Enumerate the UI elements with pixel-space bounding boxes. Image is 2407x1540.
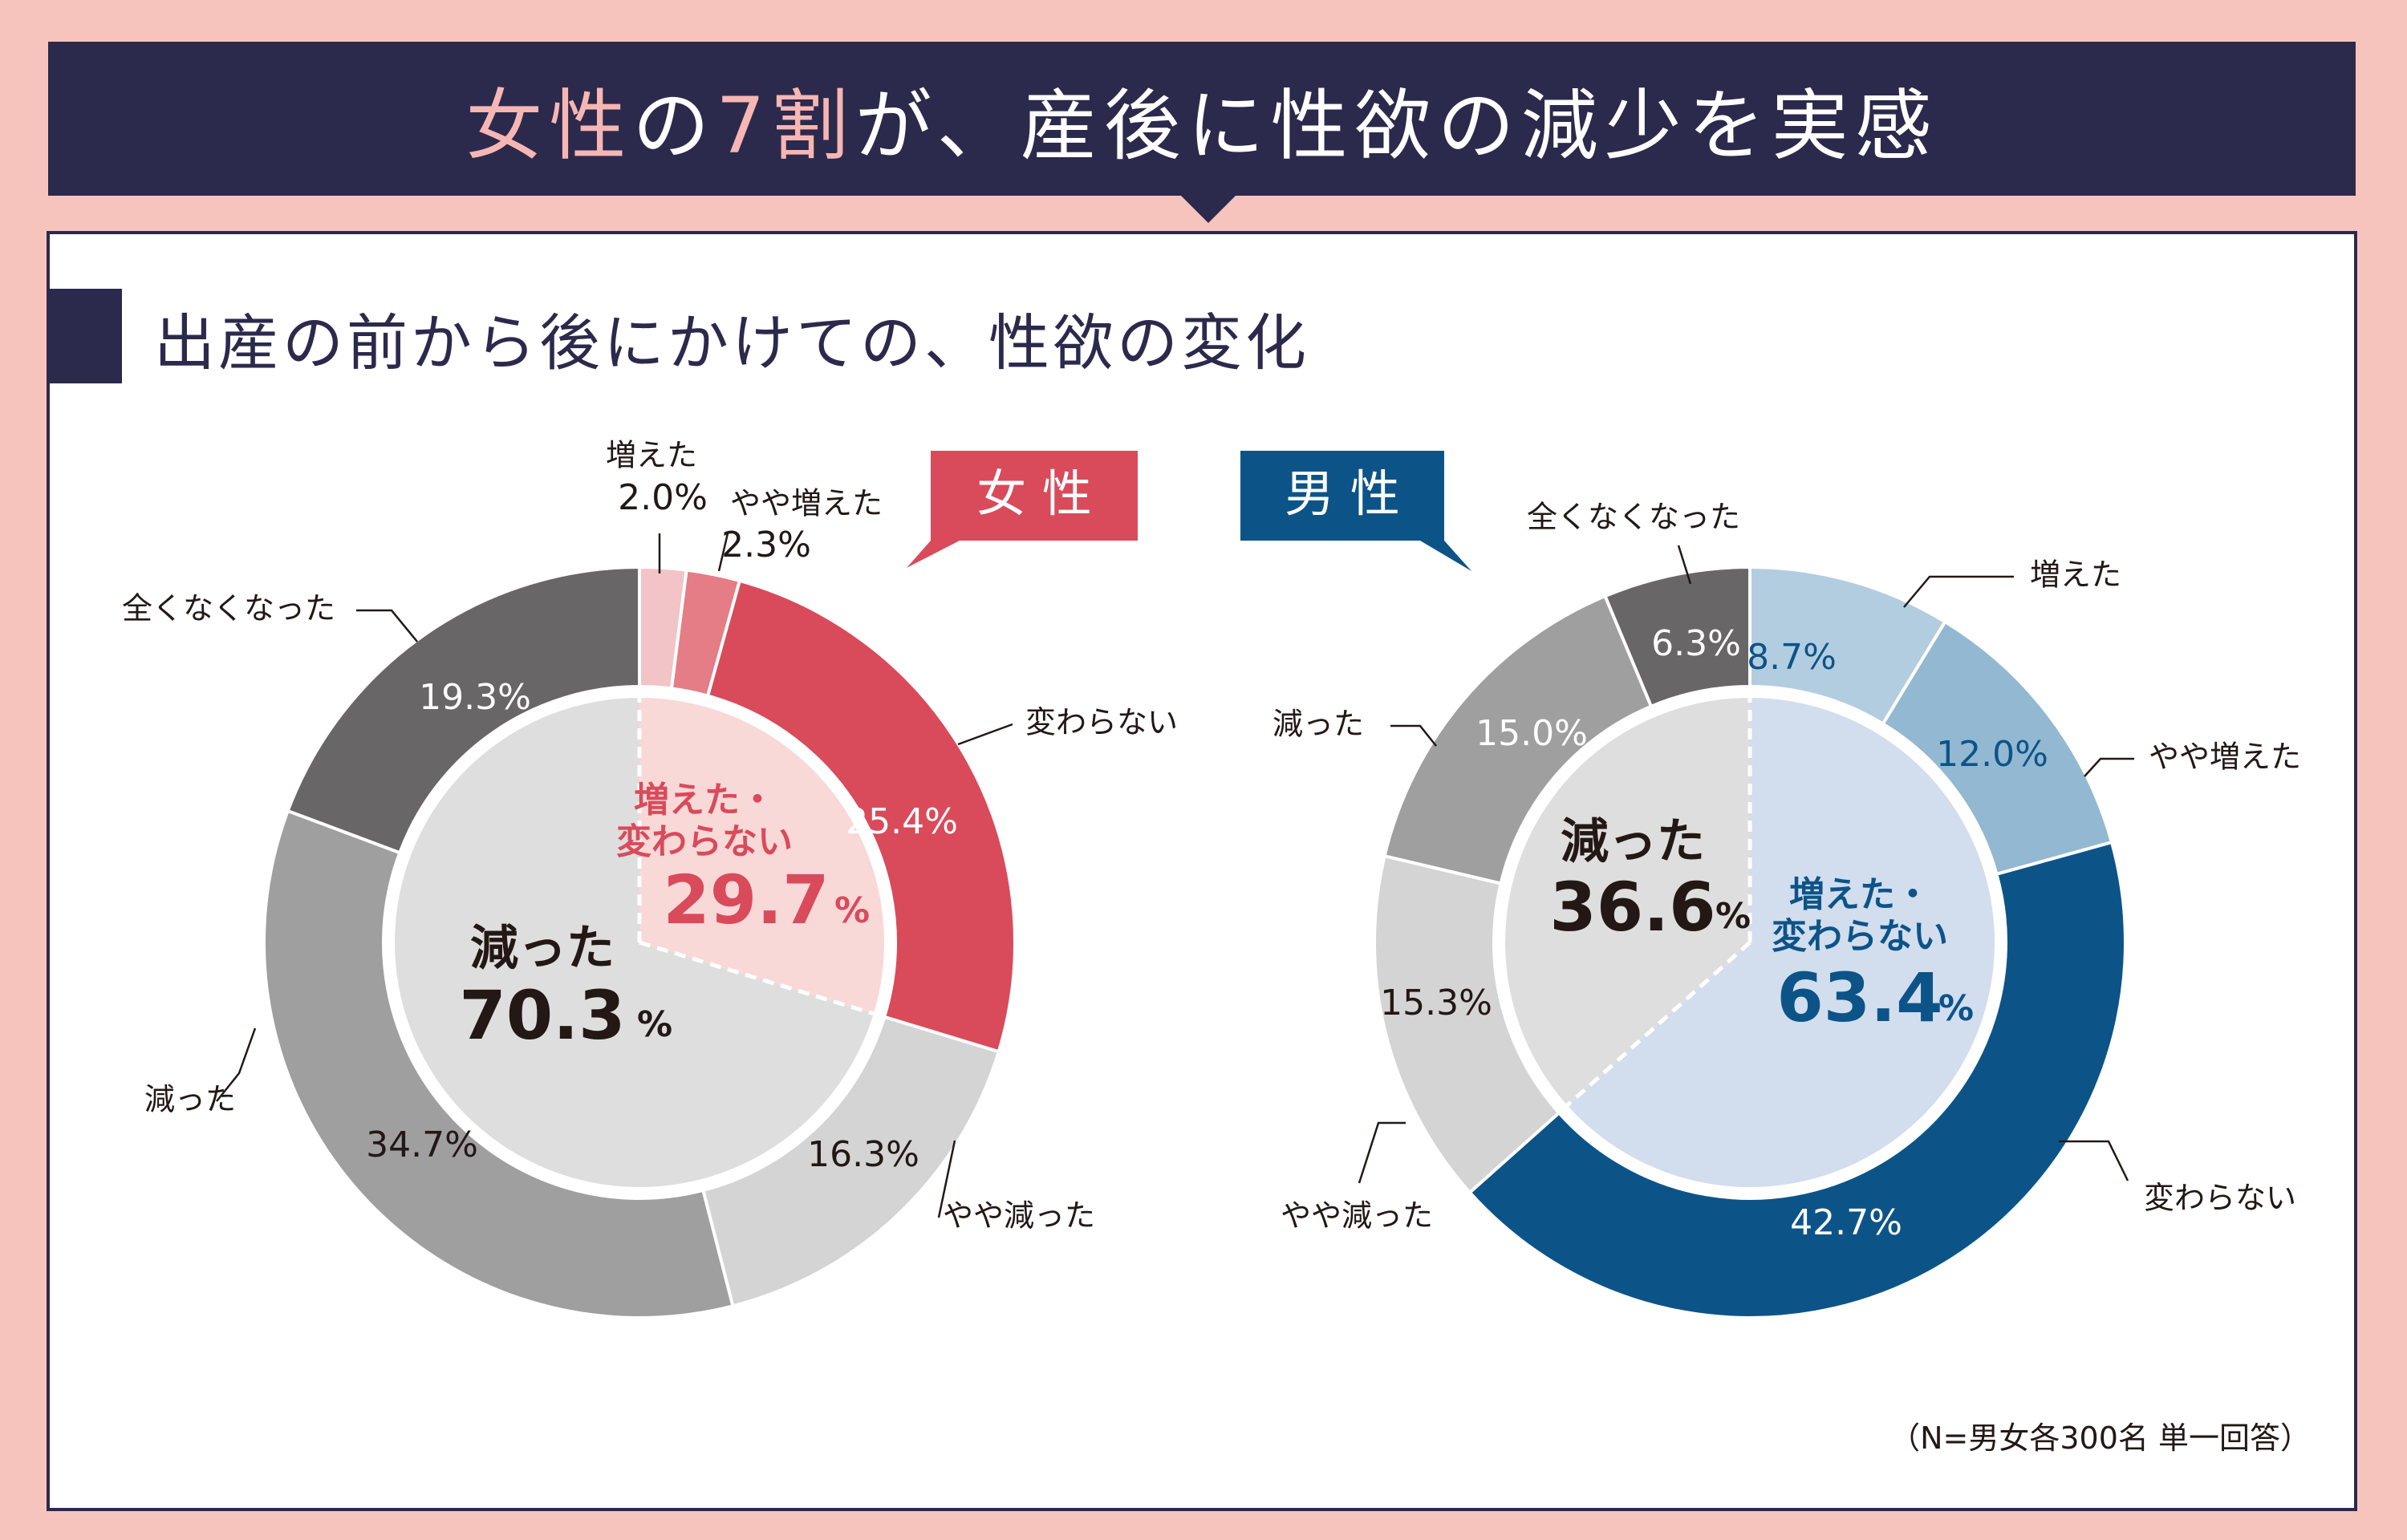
title-banner: 女性の 7割 が、産後に性欲の減少を実感 <box>48 42 2356 196</box>
slice-category-label: やや増えた <box>730 486 883 521</box>
slice-category-label: 変わらない <box>2144 1181 2296 1216</box>
title-seventy-percent: 7割 <box>716 80 855 171</box>
slice-category-label: 減った <box>1273 707 1364 742</box>
inner-group-percent: % <box>637 1004 672 1045</box>
leader-line <box>2084 757 2134 777</box>
inner-group-value: 70.3 <box>459 976 625 1055</box>
inner-group-percent: % <box>834 890 870 931</box>
slice-category-label: 増えた <box>2030 557 2121 593</box>
gender-badge-tail <box>907 541 960 568</box>
slice-value-label: 15.3% <box>1380 983 1492 1023</box>
leader-line <box>1677 545 1692 585</box>
slice-category-label: やや減った <box>943 1198 1095 1234</box>
leader-line <box>1390 724 1437 747</box>
slice-category-label: やや増えた <box>2149 740 2301 775</box>
leader-line <box>717 533 729 572</box>
inner-pie-slice <box>394 698 874 1187</box>
page-title: 女性の 7割 が、産後に性欲の減少を実感 <box>48 42 2356 196</box>
leader-line <box>2059 1140 2129 1181</box>
inner-group-label: 増えた・ <box>1789 874 1930 915</box>
inner-group-label: 減った <box>1561 814 1705 870</box>
gender-badge <box>1240 451 1444 541</box>
slice-category-label: 全くなくなった <box>1527 500 1740 535</box>
title-women: 女性 <box>465 80 633 171</box>
gender-badge <box>931 451 1138 541</box>
inner-group-label: 変わらない <box>616 821 793 862</box>
slice-value-label: 2.0% <box>618 477 708 518</box>
leader-line <box>216 1027 257 1102</box>
leader-line <box>957 723 1013 746</box>
subtitle-marker <box>50 289 122 383</box>
men-donut-chart: 8.7% 12.0% 42.7% 15.3% 15.0% 6.3% 増えたやや増えた変わらな… <box>1240 451 2301 1319</box>
slice-value-label: 2.3% <box>721 525 811 565</box>
gender-badge-tail <box>1420 541 1471 571</box>
leader-line <box>1903 575 2014 608</box>
slice-value-label: 15.0% <box>1475 713 1588 754</box>
inner-divider-line <box>1565 941 1751 1107</box>
inner-group-value: 36.6 <box>1549 868 1715 946</box>
inner-pie-slice <box>1504 698 1750 1106</box>
gender-badge-label: 男 性 <box>1285 464 1400 523</box>
slice-value-label: 34.7% <box>366 1125 478 1165</box>
slice-value-label: 19.3% <box>419 677 531 718</box>
women-donut-chart: 2.0% 2.3% 25.4% 16.3% 34.7% 19.3% 増えたやや増えた変わらな… <box>122 438 1178 1319</box>
slice-value-label: 8.7% <box>1747 637 1837 678</box>
leader-line <box>937 1140 956 1218</box>
inner-group-label: 減った <box>470 921 615 977</box>
slice-value-label: 16.3% <box>807 1134 919 1175</box>
slice-category-label: 全くなくなった <box>122 591 335 626</box>
slice-category-label: やや減った <box>1281 1198 1433 1234</box>
slice-category-label: 減った <box>144 1082 236 1117</box>
inner-group-value: 29.7 <box>663 861 829 939</box>
slice-value-label: 42.7% <box>1790 1202 1902 1243</box>
chart-subtitle: 出産の前から後にかけての、性欲の変化 <box>154 307 1309 379</box>
inner-group-label: 変わらない <box>1772 916 1948 957</box>
slice-value-label: 25.4% <box>846 801 958 842</box>
sample-note: （N=男女各300名 単一回答） <box>1889 1420 2311 1456</box>
leader-line <box>356 609 418 642</box>
inner-group-label: 増えた・ <box>634 780 775 821</box>
title-part-1: の <box>632 80 716 171</box>
title-part-2: が、産後に性欲の減少を実感 <box>854 80 1938 171</box>
banner-pointer <box>1181 196 1236 223</box>
slice-category-label: 変わらない <box>1025 705 1178 740</box>
leader-line <box>1358 1121 1406 1184</box>
slice-value-label: 12.0% <box>1936 734 2048 775</box>
slice-category-label: 増えた <box>606 438 697 473</box>
slice-value-label: 6.3% <box>1651 623 1741 664</box>
inner-divider-line <box>639 940 875 1016</box>
inner-pie-slice <box>639 698 884 1014</box>
inner-group-percent: % <box>1715 896 1751 937</box>
gender-badge-label: 女 性 <box>976 464 1092 523</box>
inner-group-percent: % <box>1938 988 1974 1029</box>
inner-pie-slice <box>1567 698 1995 1187</box>
inner-group-value: 63.4 <box>1776 958 1942 1037</box>
